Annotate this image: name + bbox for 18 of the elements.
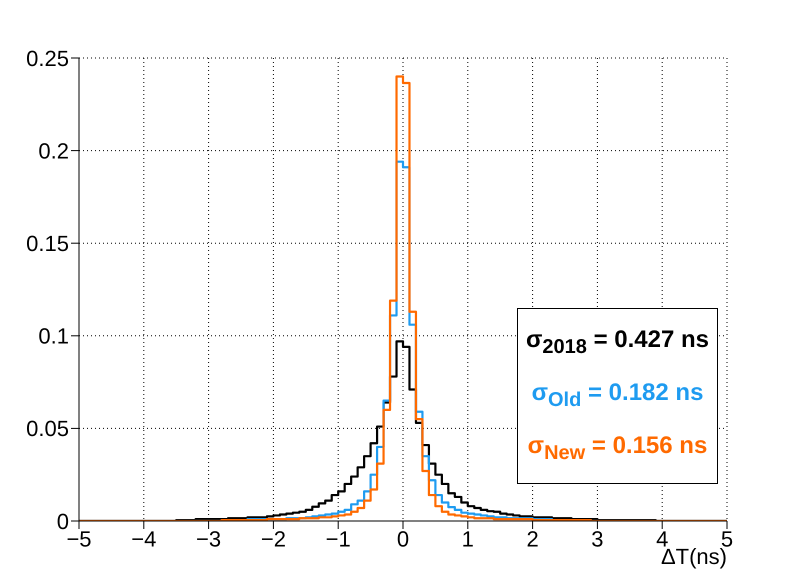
x-tick-label: 0 [396,526,410,552]
x-tick-label: −1 [326,526,351,552]
x-tick-label: −3 [196,526,222,552]
x-tick-label: −2 [260,526,286,552]
y-tick-label: 0.1 [38,324,69,349]
x-tick-label: −5 [66,526,92,552]
text: σ$_{New}$ = 0.156 ns [526,430,708,466]
x-tick-label: −4 [131,526,156,552]
y-tick-label: 0 [56,508,69,534]
text: σ$_{2018}$ = 0.427 ns [526,325,709,360]
y-tick-label: 0.05 [26,416,69,442]
x-tick-label: 2 [526,526,539,552]
x-tick-label: 1 [462,526,474,552]
y-tick-label: 0.2 [38,138,69,164]
y-tick-label: 0.15 [26,231,69,256]
text: σ$_{Old}$ = 0.182 ns [530,378,704,413]
y-tick-label: 0.25 [26,46,69,71]
x-tick-label: 3 [591,526,604,552]
